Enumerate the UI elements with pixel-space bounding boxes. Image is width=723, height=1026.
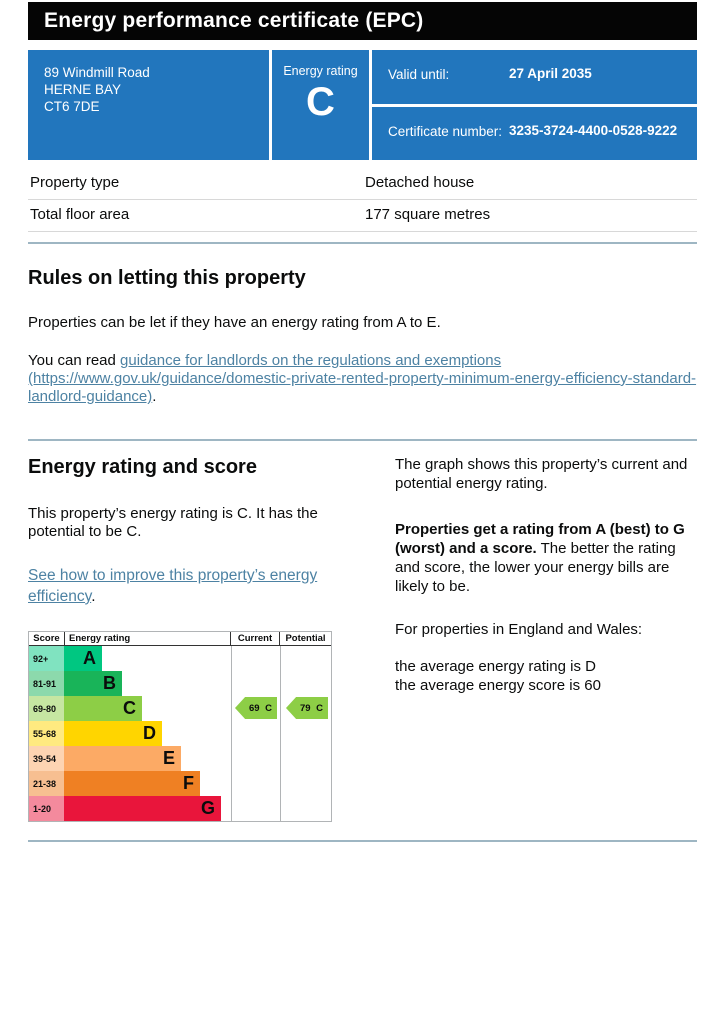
title-bar: Energy performance certificate (EPC) — [28, 2, 697, 40]
band-score-range: 55-68 — [29, 721, 64, 746]
band-score-range: 21-38 — [29, 771, 64, 796]
guidance-paragraph: You can read guidance for landlords on t… — [28, 352, 697, 406]
band-row-c: 69-80 C — [29, 696, 331, 721]
property-details-table: Property type Detached house Total floor… — [28, 168, 697, 232]
band-score-range: 81-91 — [29, 671, 64, 696]
potential-column-divider — [280, 646, 281, 821]
address-line-2: HERNE BAY — [44, 82, 122, 97]
certificate-summary-panel: 89 Windmill Road HERNE BAY CT6 7DE Energ… — [28, 50, 697, 160]
rules-paragraph: Properties can be let if they have an en… — [28, 314, 441, 331]
average-values-text: the average energy rating is D the averag… — [395, 657, 697, 695]
rating-explanation-bold: Properties get a rating from A (best) to… — [395, 521, 685, 557]
average-score-line: the average energy score is 60 — [395, 677, 601, 694]
table-row: Property type Detached house — [28, 168, 697, 200]
improve-efficiency-link[interactable]: See how to improve this property’s energ… — [28, 567, 318, 605]
valid-until-label: Valid until: — [388, 67, 450, 82]
valid-until-box: Valid until: 27 April 2035 — [372, 50, 697, 104]
chart-header-row: Score Energy rating Current Potential — [29, 632, 331, 646]
section-divider — [28, 840, 697, 842]
band-row-d: 55-68 D — [29, 721, 331, 746]
rating-explanation-rest: The better the rating and score, the low… — [395, 540, 676, 595]
chart-body: 92+ A 81-91 B 69-80 C 55-68 D — [29, 646, 331, 821]
certificate-number-box: Certificate number: 3235-3724-4400-0528-… — [372, 107, 697, 160]
rating-section: Energy rating and score This property’s … — [28, 455, 697, 822]
rating-right-column: The graph shows this property’s current … — [395, 455, 697, 822]
validity-column: Valid until: 27 April 2035 Certificate n… — [372, 50, 697, 160]
property-type-value: Detached house — [365, 174, 475, 191]
rating-explanation-text: Properties get a rating from A (best) to… — [395, 520, 697, 596]
rating-heading: Energy rating and score — [28, 456, 257, 478]
guidance-text-suffix: . — [152, 388, 157, 405]
energy-rating-label: Energy rating — [283, 64, 358, 78]
band-score-range: 69-80 — [29, 696, 64, 721]
band-bar-b: B — [64, 671, 122, 696]
rules-heading: Rules on letting this property — [28, 267, 306, 289]
improve-paragraph: See how to improve this property’s energ… — [28, 565, 360, 607]
band-bar-c: C — [64, 696, 142, 721]
landlord-guidance-link[interactable]: guidance for landlords on the regulation… — [28, 352, 697, 405]
energy-rating-value: C — [306, 80, 335, 124]
address-line-1: 89 Windmill Road — [44, 65, 150, 80]
band-row-e: 39-54 E — [29, 746, 331, 771]
column-header-potential: Potential — [279, 632, 331, 645]
band-score-range: 39-54 — [29, 746, 64, 771]
column-header-current: Current — [230, 632, 279, 645]
page: Energy performance certificate (EPC) 89 … — [28, 2, 697, 842]
band-score-range: 1-20 — [29, 796, 64, 821]
improve-link-suffix: . — [91, 588, 96, 605]
rating-summary-text: This property’s energy rating is C. It h… — [28, 505, 318, 540]
epc-rating-chart: Score Energy rating Current Potential 92… — [28, 631, 332, 822]
section-divider — [28, 439, 697, 441]
average-rating-line: the average energy rating is D — [395, 658, 596, 675]
property-address: 89 Windmill Road HERNE BAY CT6 7DE — [28, 50, 269, 160]
column-header-energy-rating: Energy rating — [69, 633, 131, 644]
section-divider — [28, 242, 697, 244]
table-row: Total floor area 177 square metres — [28, 200, 697, 232]
band-bar-e: E — [64, 746, 181, 771]
band-bar-d: D — [64, 721, 162, 746]
floor-area-value: 177 square metres — [365, 206, 491, 223]
current-rating-arrow-icon: 69 C — [235, 697, 277, 719]
potential-rating-arrow-icon: 79 C — [286, 697, 328, 719]
band-bar-a: A — [64, 646, 102, 671]
band-row-b: 81-91 B — [29, 671, 331, 696]
certificate-number-label: Certificate number: — [388, 124, 503, 139]
graph-description-text: The graph shows this property’s current … — [395, 456, 688, 492]
column-header-score: Score — [29, 632, 65, 645]
rules-section: Rules on letting this property Propertie… — [28, 266, 697, 406]
band-row-a: 92+ A — [29, 646, 331, 671]
england-wales-text: For properties in England and Wales: — [395, 621, 643, 638]
current-column-divider — [231, 646, 232, 821]
band-bar-f: F — [64, 771, 200, 796]
guidance-text-prefix: You can read — [28, 352, 121, 369]
valid-until-value: 27 April 2035 — [509, 66, 592, 81]
floor-area-label: Total floor area — [30, 206, 130, 223]
address-line-3: CT6 7DE — [44, 99, 100, 114]
certificate-number-value: 3235-3724-4400-0528-9222 — [509, 123, 678, 138]
page-title: Energy performance certificate (EPC) — [44, 9, 424, 32]
band-row-g: 1-20 G — [29, 796, 331, 821]
rating-left-column: Energy rating and score This property’s … — [28, 455, 360, 822]
property-type-label: Property type — [30, 174, 120, 191]
energy-rating-box: Energy rating C — [272, 50, 369, 160]
band-score-range: 92+ — [29, 646, 64, 671]
band-row-f: 21-38 F — [29, 771, 331, 796]
band-bar-g: G — [64, 796, 221, 821]
